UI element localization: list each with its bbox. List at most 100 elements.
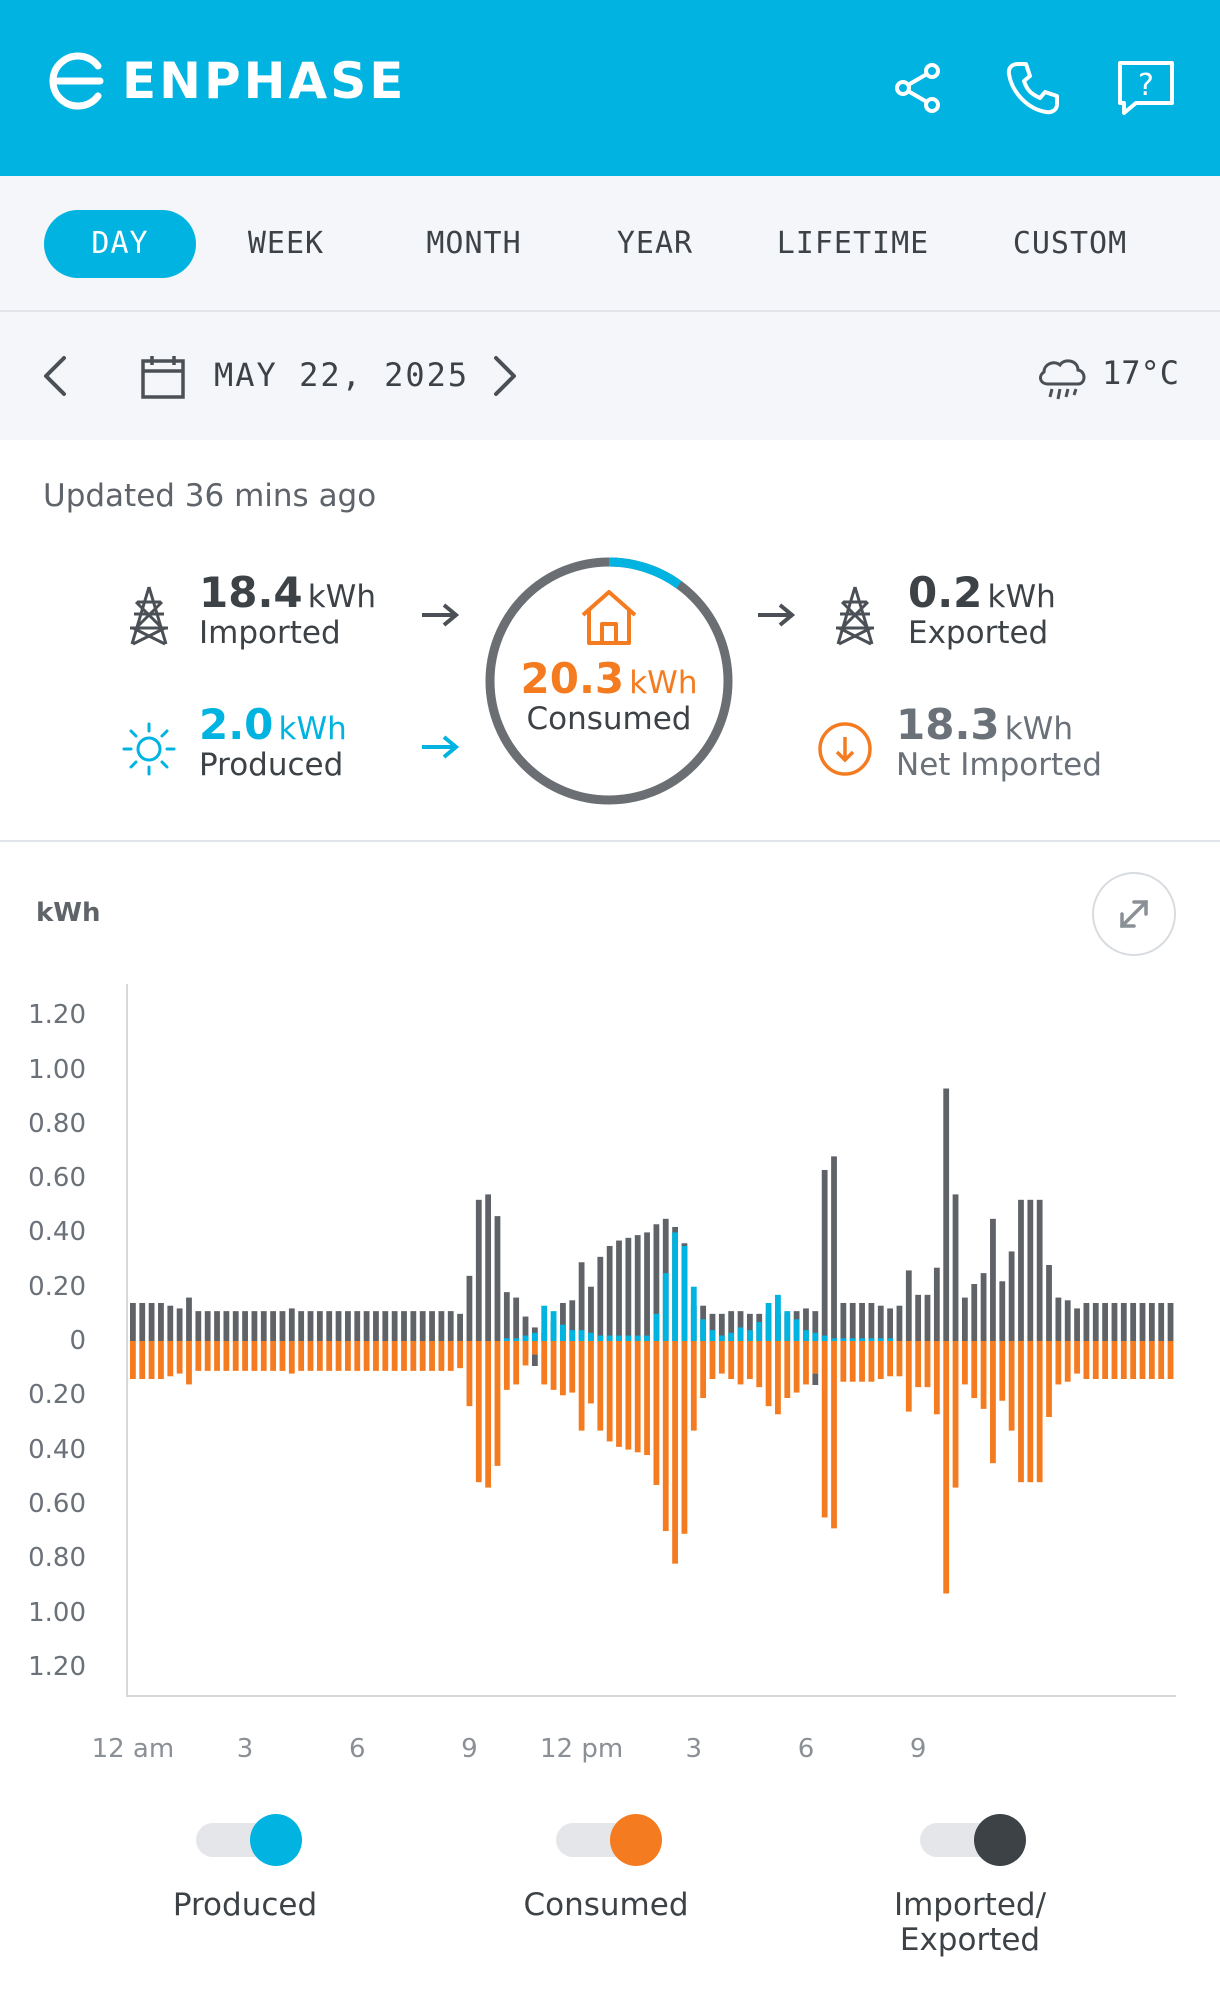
tab-week[interactable]: WEEK [247,226,325,261]
imported-bar [354,1311,361,1341]
exported-bar [812,1373,819,1386]
imported-bar [1111,1302,1118,1341]
imported-bar [952,1194,959,1341]
tab-month[interactable]: MONTH [426,226,522,261]
net-import-down-arrow-icon [818,722,872,776]
selected-date[interactable]: MAY 22, 2025 [214,356,470,394]
consumed-bar [821,1341,828,1518]
imported-bar [148,1302,155,1341]
imported-bar [915,1294,922,1341]
produced-bar [578,1330,585,1341]
consumed-bar [746,1341,753,1380]
imported-bar [933,1267,940,1341]
imported-bar [260,1311,267,1341]
consumed-bar [672,1341,678,1564]
consumed-metric: 20.3 kWh Consumed [482,654,736,737]
consumed-bar [961,1341,968,1385]
produced-bar [849,1338,856,1341]
y-tick-label: 1.00 [28,1054,86,1085]
produced-bar [606,1335,613,1341]
produced-bar [653,1313,660,1341]
consumed-bar [1074,1341,1080,1374]
consumed-bar [803,1341,809,1385]
enphase-logo-icon [49,52,104,110]
imported-bar [251,1311,258,1341]
imported-bar [1064,1300,1071,1341]
consumed-bar [980,1341,987,1409]
x-tick-label: 3 [236,1734,254,1764]
produced-bar [775,1294,781,1341]
consumed-bar [260,1341,267,1371]
produced-bar [541,1305,548,1341]
produced-bar [597,1335,604,1341]
tab-custom[interactable]: CUSTOM [1012,226,1128,261]
produced-toggle[interactable] [196,1814,302,1866]
expand-chart-button[interactable] [1092,872,1176,956]
rain-cloud-icon [1039,359,1086,400]
produced-bar [746,1330,753,1341]
consumed-bar [270,1341,277,1371]
imported-bar [382,1311,389,1341]
consumed-bar [1092,1341,1099,1380]
call-button[interactable] [996,52,1068,124]
consumption-ring [485,557,733,805]
produced-bar [756,1321,763,1341]
imported-bar [204,1311,211,1341]
consumed-bar [1008,1341,1015,1431]
tab-year[interactable]: YEAR [616,226,694,261]
tab-lifetime[interactable]: LIFETIME [776,226,930,261]
consumed-unit: kWh [629,665,698,701]
imported-bar [606,1245,613,1341]
calendar-icon[interactable] [140,354,186,400]
imported-bar [990,1218,996,1341]
produced-bar [690,1286,697,1341]
imported-bar [373,1311,379,1341]
imported-bar [326,1311,333,1341]
consumed-bar [952,1341,959,1488]
consumed-bar [756,1341,763,1388]
solar-share-arc [485,557,733,805]
consumed-bar [485,1341,492,1488]
chevron-right-icon[interactable] [490,354,520,398]
consumed-bar [1036,1341,1043,1483]
produced-bar [868,1338,875,1341]
imported-bar [1148,1302,1155,1341]
consumed-bar [494,1341,501,1466]
enphase-logo: ENPHASE [48,52,406,110]
imported-bar [410,1311,417,1341]
y-tick-label: 1.00 [28,1597,86,1628]
y-tick-label: 0 [69,1326,86,1356]
consumed-bar [625,1341,632,1450]
consumed-bar [335,1341,342,1371]
consumed-bar [728,1341,735,1380]
y-tick-label: 0.80 [28,1543,86,1574]
help-button[interactable]: ? [1110,52,1182,124]
x-tick-label: 3 [685,1734,703,1764]
imported-bar [345,1311,351,1341]
consumed-bar [158,1341,164,1380]
tab-day[interactable]: DAY [44,210,196,278]
consumed-bar [644,1341,650,1456]
consumed-bar [167,1341,174,1377]
imported-bar [1139,1302,1146,1341]
exported-label: Exported [908,615,1049,651]
chevron-left-icon[interactable] [40,354,70,398]
consumed-bar [840,1341,847,1382]
imported-bar [849,1302,856,1341]
imported-metric: 18.4 kWh Imported [199,568,376,651]
imported-exported-toggle[interactable] [920,1814,1026,1866]
consumed-bar [653,1341,660,1485]
exported-value: 0.2 [908,568,983,617]
produced-bar [513,1338,520,1341]
imported-bar [475,1199,482,1341]
consumed-bar [326,1341,333,1371]
consumed-bar [373,1341,379,1371]
imported-bar [298,1311,305,1341]
consumed-bar [1148,1341,1155,1380]
consumed-toggle[interactable] [556,1814,662,1866]
imported-label: Imported [199,615,341,651]
imported-bar [1102,1302,1109,1341]
produced-bar [616,1335,622,1341]
share-button[interactable] [882,52,954,124]
produced-metric: 2.0 kWh Produced [199,700,347,783]
